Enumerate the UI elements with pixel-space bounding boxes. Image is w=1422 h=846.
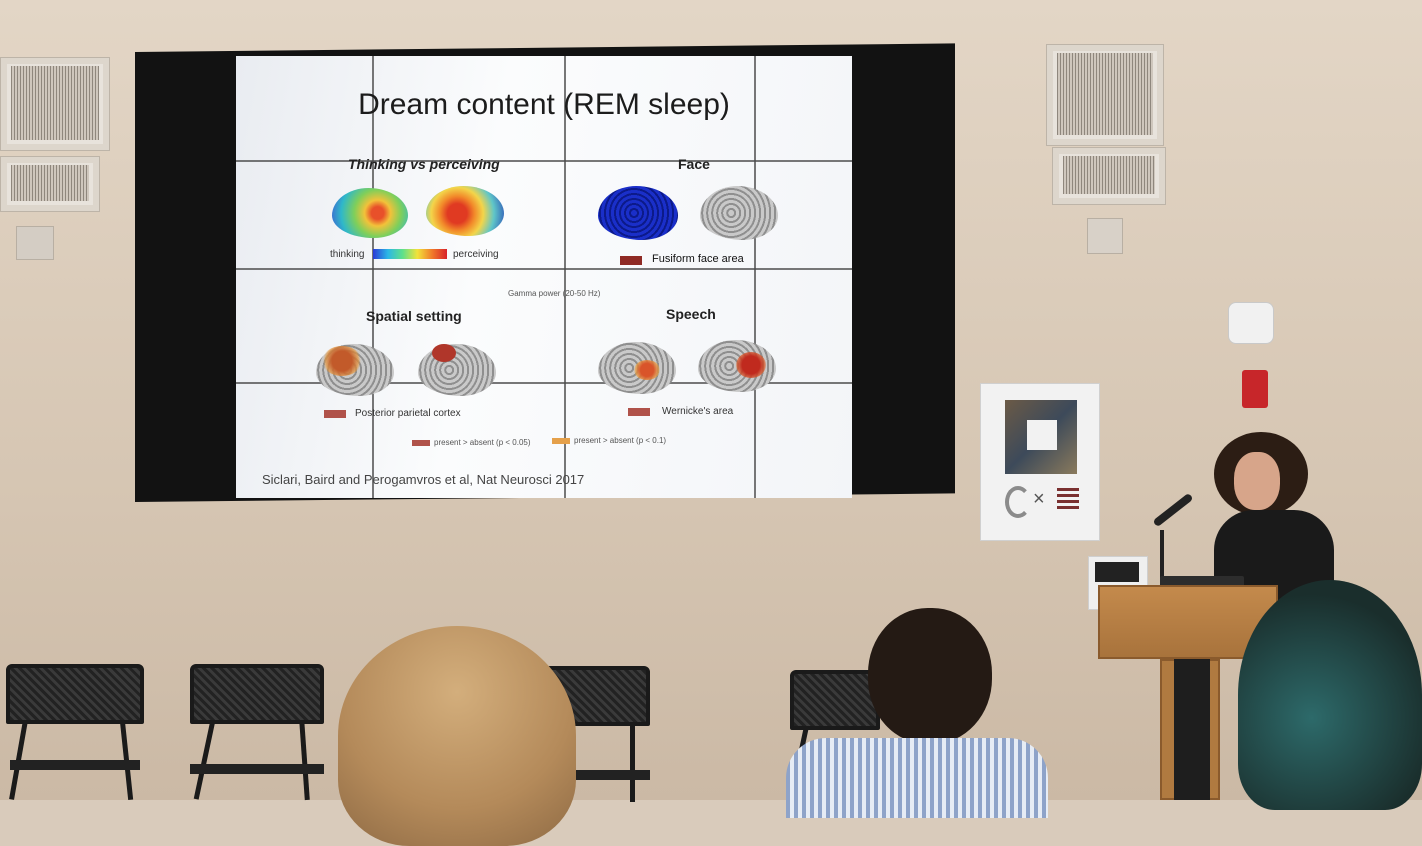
right-lower-speaker — [1052, 147, 1166, 205]
ppc-swatch — [324, 410, 346, 418]
fire-alarm-icon — [1242, 370, 1268, 408]
presenter-face — [1234, 452, 1280, 510]
chair-1 — [6, 664, 144, 801]
poster-x-icon: × — [1033, 488, 1045, 510]
thinking-panel-heading: Thinking vs perceiving — [348, 156, 500, 172]
chair-2 — [190, 664, 324, 801]
presentation-slide: Dream content (REM sleep) Thinking vs pe… — [236, 56, 852, 498]
speech-panel-heading: Speech — [666, 306, 716, 322]
slide-title: Dream content (REM sleep) — [358, 88, 730, 121]
wall-bracket-right — [1087, 218, 1123, 254]
wifi-access-point-icon — [1228, 302, 1274, 344]
thinking-label: thinking — [330, 249, 365, 260]
speech-activation-left — [634, 360, 660, 380]
wall-poster: × — [980, 383, 1100, 541]
brain-face-blue — [598, 186, 678, 240]
spatial-panel-heading: Spatial setting — [366, 308, 462, 324]
brain-face-gray — [700, 186, 778, 240]
audience-member-teal-hair — [1238, 580, 1422, 810]
gamma-power-label: Gamma power (20-50 Hz) — [508, 289, 601, 298]
mic-stand — [1160, 530, 1164, 588]
wernicke-label: Wernicke's area — [662, 406, 734, 417]
spatial-activation-right — [432, 344, 456, 362]
audience-member-blonde — [338, 626, 576, 846]
audience-member-plaid-shirt — [786, 738, 1048, 818]
ffa-label: Fusiform face area — [652, 253, 744, 265]
poster-flag-icon — [1057, 488, 1079, 512]
poster-image-center — [1027, 420, 1057, 450]
spatial-activation-left — [322, 346, 362, 376]
audience-member-dark-hair — [868, 608, 992, 744]
brain-spatial-right — [418, 344, 496, 396]
podium — [1098, 585, 1278, 800]
wall-bracket — [16, 226, 54, 260]
legend-p1-label: present > absent (p < 0.1) — [574, 436, 667, 445]
legend-p05-swatch — [412, 440, 430, 446]
face-panel-heading: Face — [678, 156, 710, 172]
left-lower-speaker — [0, 156, 100, 212]
right-upper-speaker — [1046, 44, 1164, 146]
chair-4 — [788, 670, 880, 802]
left-upper-speaker — [0, 57, 110, 151]
legend-p05-label: present > absent (p < 0.05) — [434, 438, 531, 447]
brain-left-thinking — [332, 188, 408, 238]
speech-activation-right — [736, 352, 766, 378]
slide-citation: Siclari, Baird and Perogamvros et al, Na… — [262, 472, 585, 487]
poster-c-icon — [1005, 486, 1031, 518]
perceiving-label: perceiving — [453, 249, 499, 260]
legend-p1-swatch — [552, 438, 570, 444]
brain-right-thinking — [426, 186, 504, 236]
wernicke-swatch — [628, 408, 650, 416]
ffa-swatch — [620, 256, 642, 265]
colorbar — [373, 249, 447, 259]
ppc-label: Posterior parietal cortex — [355, 408, 461, 419]
